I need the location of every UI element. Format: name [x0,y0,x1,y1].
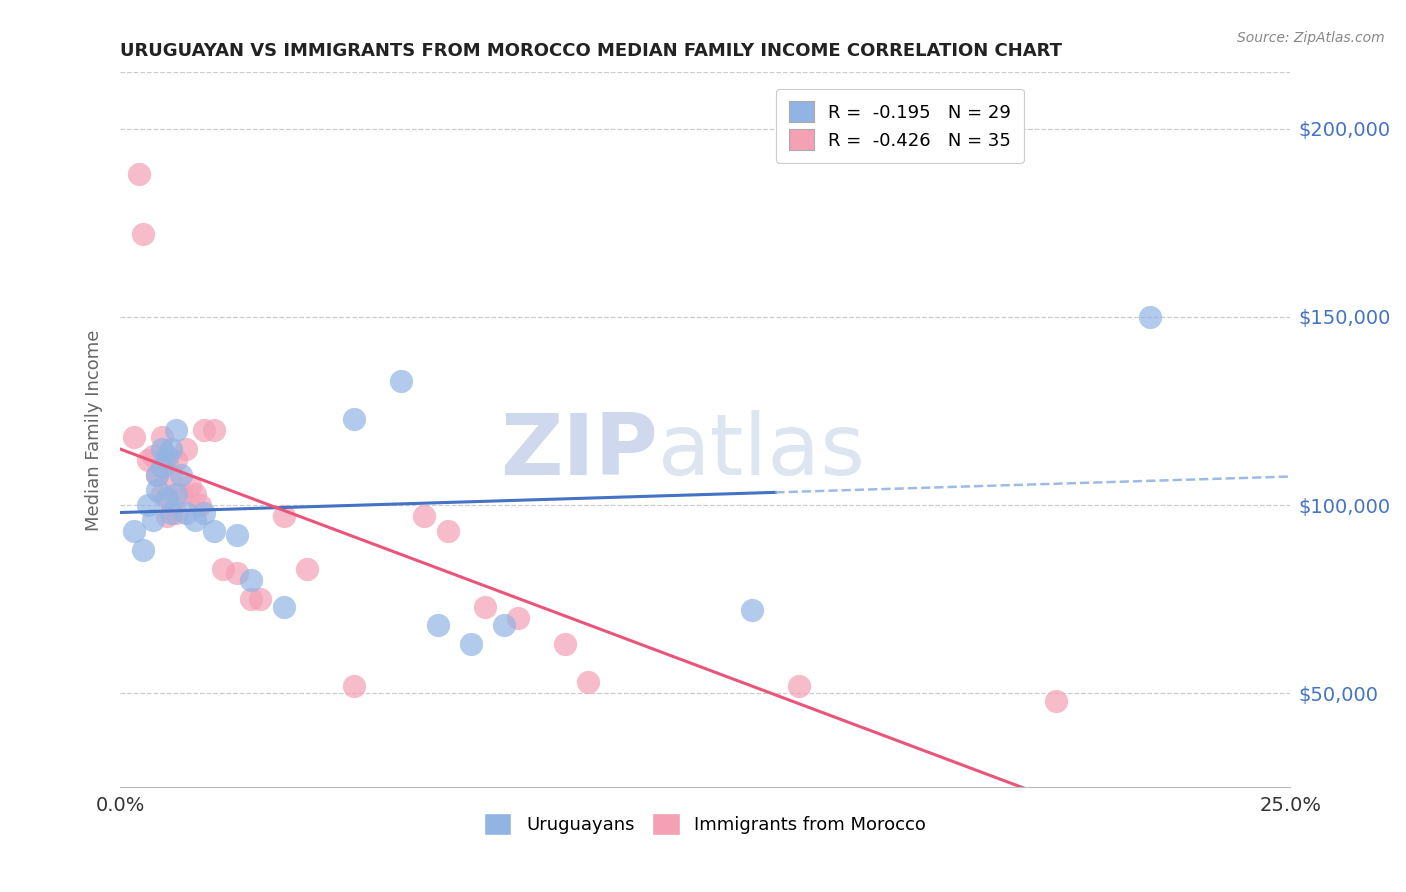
Point [150,487,173,501]
Point [226,566,249,580]
Point [132,227,155,242]
Point [389,374,412,388]
Point [122,430,145,444]
Point [142,513,165,527]
Point [212,562,235,576]
Y-axis label: Median Family Income: Median Family Income [86,329,103,531]
Point [170,487,193,501]
Point [165,487,187,501]
Point [156,509,179,524]
Point [128,167,150,181]
Point [179,479,201,493]
Point [240,592,263,607]
Point [506,611,529,625]
Point [436,524,458,539]
Point [170,467,193,482]
Point [184,513,207,527]
Point [122,524,145,539]
Point [174,506,197,520]
Text: ZIP: ZIP [501,409,658,492]
Point [413,509,436,524]
Point [156,449,179,463]
Point [188,498,211,512]
Point [343,679,366,693]
Point [146,467,169,482]
Point [146,467,169,482]
Point [474,599,496,614]
Point [1045,694,1067,708]
Text: atlas: atlas [658,409,866,492]
Point [343,411,366,425]
Point [142,449,165,463]
Point [1139,310,1161,324]
Point [193,423,215,437]
Point [156,491,179,505]
Legend: R =  -0.195   N = 29, R =  -0.426   N = 35: R = -0.195 N = 29, R = -0.426 N = 35 [776,88,1024,163]
Point [165,506,187,520]
Point [150,460,173,475]
Text: URUGUAYAN VS IMMIGRANTS FROM MOROCCO MEDIAN FAMILY INCOME CORRELATION CHART: URUGUAYAN VS IMMIGRANTS FROM MOROCCO MED… [120,42,1062,60]
Point [249,592,271,607]
Point [202,524,225,539]
Point [273,599,295,614]
Point [273,509,295,524]
Point [165,423,187,437]
Point [150,430,173,444]
Point [193,506,215,520]
Point [136,453,159,467]
Point [160,467,183,482]
Point [136,498,159,512]
Point [132,543,155,558]
Point [202,423,225,437]
Point [150,442,173,456]
Point [427,618,450,632]
Point [492,618,515,632]
Point [226,528,249,542]
Point [787,679,810,693]
Point [460,637,482,651]
Point [297,562,319,576]
Point [146,483,169,497]
Point [160,506,183,520]
Text: Source: ZipAtlas.com: Source: ZipAtlas.com [1237,31,1385,45]
Point [741,603,763,617]
Point [174,442,197,456]
Point [160,442,183,456]
Point [156,453,179,467]
Point [576,674,599,689]
Point [554,637,576,651]
Point [240,574,263,588]
Point [184,487,207,501]
Point [165,453,187,467]
